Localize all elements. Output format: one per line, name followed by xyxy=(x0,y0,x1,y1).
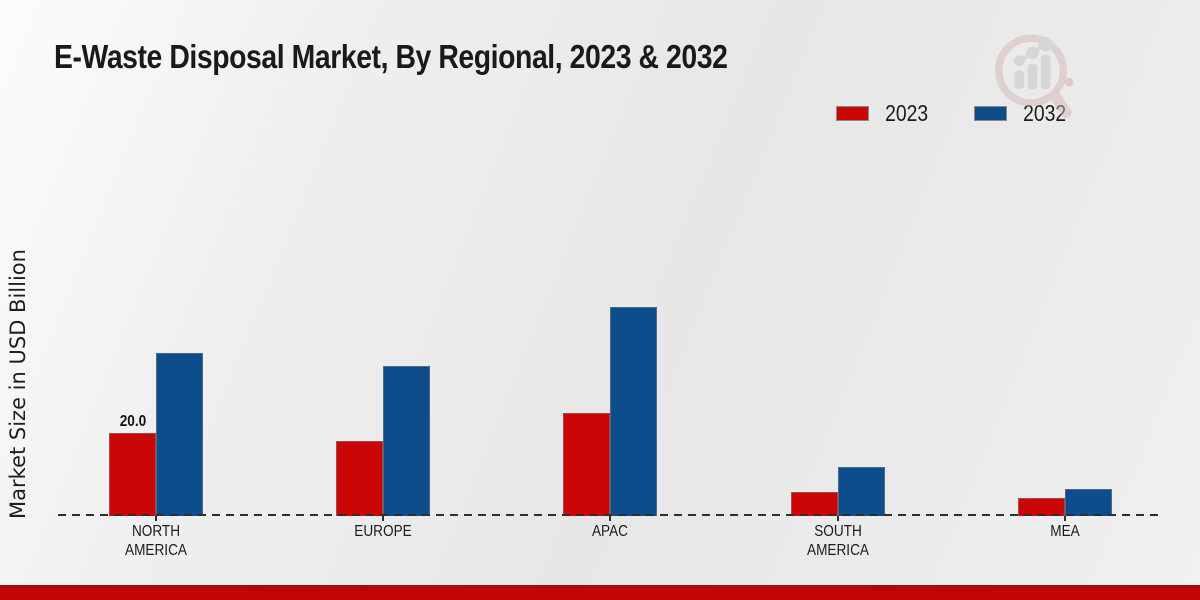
bar-2023-north-america: 20.0 xyxy=(109,413,156,516)
bar-2023-europe xyxy=(336,441,384,516)
category-label-south-america: SOUTH AMERICA xyxy=(786,522,890,560)
legend: 2023 2032 xyxy=(836,100,1070,127)
category-label-apac: APAC xyxy=(558,522,662,541)
bar-2032-apac xyxy=(609,307,657,516)
axis-tick-mea xyxy=(1064,516,1066,521)
axis-tick-apac xyxy=(608,516,611,521)
legend-item-2032: 2032 xyxy=(974,100,1070,127)
bar-value-label-2023-north-america: 20.0 xyxy=(119,413,146,430)
magnifier-bar-chart-logo-icon xyxy=(995,34,1074,118)
footer-red-band xyxy=(0,585,1200,600)
bar-2023-south-america xyxy=(790,492,838,516)
bar-2032-north-america xyxy=(156,353,203,516)
axis-tick-north-america xyxy=(155,516,157,521)
axis-tick-europe xyxy=(382,516,385,521)
category-label-europe: EUROPE xyxy=(331,522,435,541)
legend-label-2023: 2023 xyxy=(885,100,929,126)
bar-group-mea xyxy=(1018,489,1112,516)
category-label-text: NORTH AMERICA xyxy=(125,523,187,559)
category-label-mea: MEA xyxy=(1013,522,1117,541)
category-label-text: APAC xyxy=(591,523,628,540)
legend-item-2023: 2023 xyxy=(836,100,932,127)
category-label-text: SOUTH AMERICA xyxy=(806,523,869,559)
bar-group-south-america xyxy=(790,467,885,516)
bar-group-apac xyxy=(562,307,657,516)
legend-swatch-2032 xyxy=(974,106,1008,121)
x-axis-dashed-baseline xyxy=(58,514,1160,516)
bar-2032-mea xyxy=(1065,489,1112,516)
bar-group-north-america: 20.0 xyxy=(109,353,203,516)
bar-2032-south-america xyxy=(837,467,885,516)
page-title-text: E-Waste Disposal Market, By Regional, 20… xyxy=(54,38,728,75)
bar-2032-europe xyxy=(383,366,431,516)
bar-2023-mea xyxy=(1018,498,1065,516)
axis-tick-south-america xyxy=(836,516,839,521)
category-label-text: MEA xyxy=(1050,523,1080,540)
category-label-text: EUROPE xyxy=(354,523,412,540)
legend-swatch-2023 xyxy=(836,106,869,121)
page-title: E-Waste Disposal Market, By Regional, 20… xyxy=(54,38,837,76)
category-label-north-america: NORTH AMERICA xyxy=(104,522,208,560)
bar-group-europe xyxy=(336,366,431,516)
bar-2023-apac xyxy=(562,413,610,516)
